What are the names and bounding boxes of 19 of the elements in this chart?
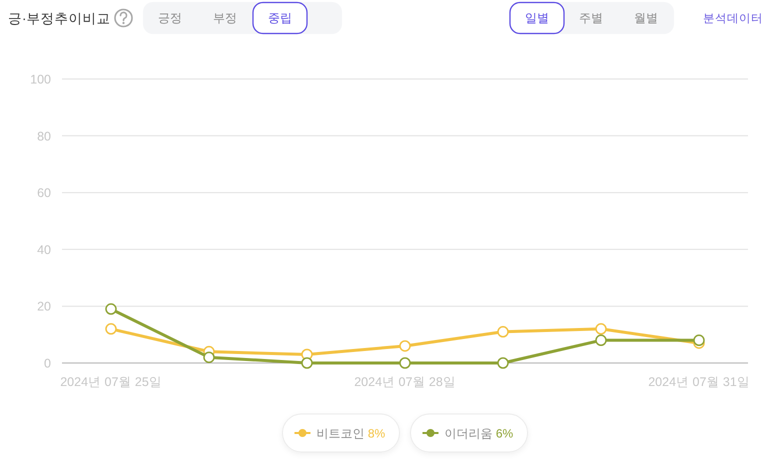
x-tick: 2024년 07월 25일 <box>60 375 162 389</box>
tab-label: 주별 <box>579 11 603 25</box>
legend-label: 이더리움 6% <box>444 426 514 440</box>
tab-label: 긍정 <box>158 11 182 25</box>
tab-label: 중립 <box>268 11 292 25</box>
title: 긍·부정추이비교 <box>8 11 110 26</box>
x-tick: 2024년 07월 31일 <box>648 375 750 389</box>
y-tick: 80 <box>37 129 51 144</box>
y-tick: 40 <box>37 242 51 257</box>
y-tick: 0 <box>44 356 51 370</box>
y-tick: 20 <box>37 300 51 314</box>
link-label: 분석데이터 <box>703 13 763 25</box>
y-tick: 100 <box>30 72 51 86</box>
tab-label: 일별 <box>525 11 549 25</box>
tab-label: 월별 <box>634 11 658 25</box>
legend-label: 비트코인 8% <box>316 426 386 440</box>
tab-label: 부정 <box>213 11 237 25</box>
x-tick: 2024년 07월 28일 <box>354 375 456 389</box>
y-tick: 60 <box>37 186 51 200</box>
